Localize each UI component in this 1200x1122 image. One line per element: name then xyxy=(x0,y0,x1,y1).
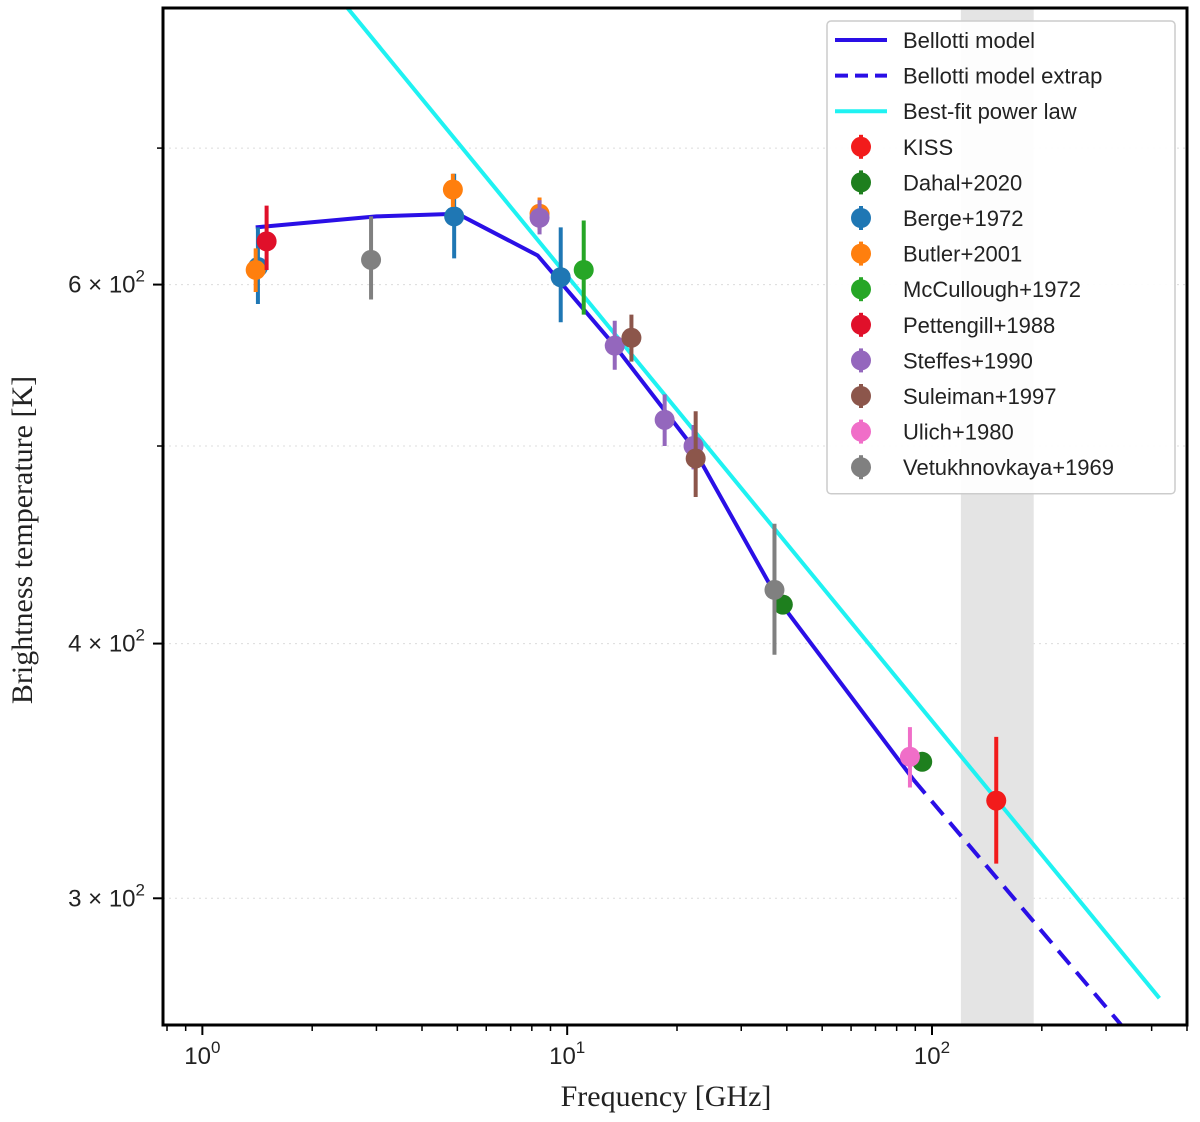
point-butler-2001 xyxy=(442,179,463,200)
legend-marker-kiss xyxy=(851,136,871,157)
y-tick-label: 4 × 102 xyxy=(68,626,145,658)
line-bellotti-model xyxy=(255,211,916,781)
legend-marker-ulich-1980 xyxy=(851,421,871,442)
point-steffes-1990 xyxy=(604,335,625,356)
y-axis-label: Brightness temperature [K] xyxy=(6,376,39,704)
legend-label-ulich-1980: Ulich+1980 xyxy=(903,420,1014,445)
point-vetukhnovkaya-1969 xyxy=(361,249,382,270)
point-pettengill-1988 xyxy=(256,231,277,252)
point-vetukhnovkaya-1969 xyxy=(764,579,785,600)
line-layer xyxy=(255,8,1161,1025)
legend-label-kiss: KISS xyxy=(903,135,953,160)
point-butler-2001 xyxy=(245,259,266,280)
point-berge-1972 xyxy=(444,206,465,227)
x-tick-label: 101 xyxy=(549,1038,585,1070)
line-bellotti-model-extrap xyxy=(911,778,1123,1025)
line-best-fit-power-law xyxy=(345,8,1161,1000)
legend-marker-dahal-2020 xyxy=(851,172,871,193)
x-axis-label: Frequency [GHz] xyxy=(561,1080,772,1113)
y-tick-label: 6 × 102 xyxy=(68,267,145,299)
legend-label-bellotti-model-extrap: Bellotti model extrap xyxy=(903,64,1102,89)
legend-box xyxy=(826,20,1176,495)
legend-marker-pettengill-1988 xyxy=(851,314,871,335)
legend-label-best-fit-power-law: Best-fit power law xyxy=(903,99,1077,124)
legend-label-pettengill-1988: Pettengill+1988 xyxy=(903,313,1055,338)
point-mccullough-1972 xyxy=(573,259,594,280)
point-berge-1972 xyxy=(550,267,571,288)
x-tick-label: 102 xyxy=(914,1038,950,1070)
legend-label-dahal-2020: Dahal+2020 xyxy=(903,170,1022,195)
point-steffes-1990 xyxy=(529,207,550,228)
plot-frame xyxy=(161,6,1189,1027)
legend-marker-vetukhnovkaya-1969 xyxy=(851,457,871,478)
axis-layer: 100 101 102 3 × 102 4 × 102 6 × 102 xyxy=(68,6,1189,1070)
legend-marker-mccullough-1972 xyxy=(851,279,871,300)
y-tick-label: 3 × 102 xyxy=(68,880,145,912)
legend-marker-suleiman-1997 xyxy=(851,386,871,406)
legend-label-suleiman-1997: Suleiman+1997 xyxy=(903,384,1057,409)
legend-label-butler-2001: Butler+2001 xyxy=(903,242,1022,267)
point-layer xyxy=(245,173,1007,864)
legend-label-vetukhnovkaya-1969: Vetukhnovkaya+1969 xyxy=(903,455,1114,480)
x-tick-label: 100 xyxy=(184,1038,220,1070)
legend: Bellotti model Bellotti model extrap Best-… xyxy=(826,20,1176,495)
legend-label-bellotti-model: Bellotti model xyxy=(903,28,1035,53)
legend-label-mccullough-1972: McCullough+1972 xyxy=(903,277,1081,302)
legend-label-steffes-1990: Steffes+1990 xyxy=(903,348,1033,373)
legend-marker-butler-2001 xyxy=(851,243,871,264)
point-suleiman-1997 xyxy=(621,327,642,348)
point-dahal-2020 xyxy=(772,594,793,615)
legend-label-berge-1972: Berge+1972 xyxy=(903,206,1024,231)
point-ulich-1980 xyxy=(899,746,920,767)
point-suleiman-1997 xyxy=(685,448,706,469)
legend-marker-steffes-1990 xyxy=(851,350,871,371)
legend-marker-berge-1972 xyxy=(851,208,871,228)
point-kiss xyxy=(986,790,1007,811)
point-steffes-1990 xyxy=(654,409,675,430)
